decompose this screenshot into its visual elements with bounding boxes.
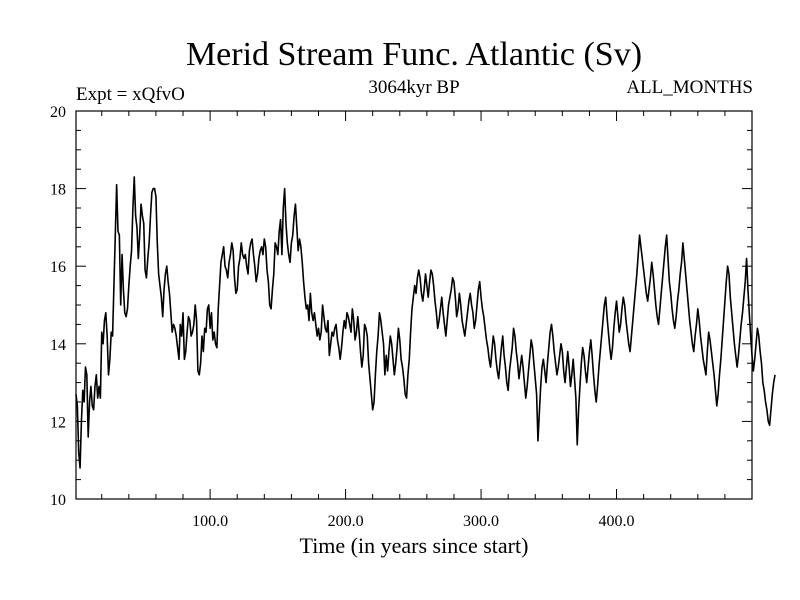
y-tick-label: 16 (50, 259, 66, 276)
x-axis-label: Time (in years since start) (300, 533, 529, 558)
y-tick-label: 10 (50, 492, 66, 509)
x-tick-label: 200.0 (328, 513, 364, 530)
y-tick-label: 18 (50, 182, 66, 199)
plot-frame (75, 110, 753, 500)
x-tick-label: 400.0 (599, 513, 635, 530)
expt-label: Expt = xQfvO (76, 84, 185, 105)
months-label: ALL_MONTHS (626, 77, 753, 98)
y-tick-label: 14 (50, 337, 66, 354)
x-tick-label: 300.0 (463, 513, 499, 530)
y-tick-label: 20 (50, 104, 66, 121)
y-tick-label: 12 (50, 414, 66, 431)
plot-area: 100.0 200.0 300.0 400.0 10 12 14 16 18 20 (50, 104, 776, 530)
series-line (75, 176, 776, 469)
chart-title: Merid Stream Func. Atlantic (Sv) (186, 36, 642, 73)
x-tick-label: 100.0 (192, 513, 228, 530)
age-label: 3064kyr BP (368, 77, 459, 98)
